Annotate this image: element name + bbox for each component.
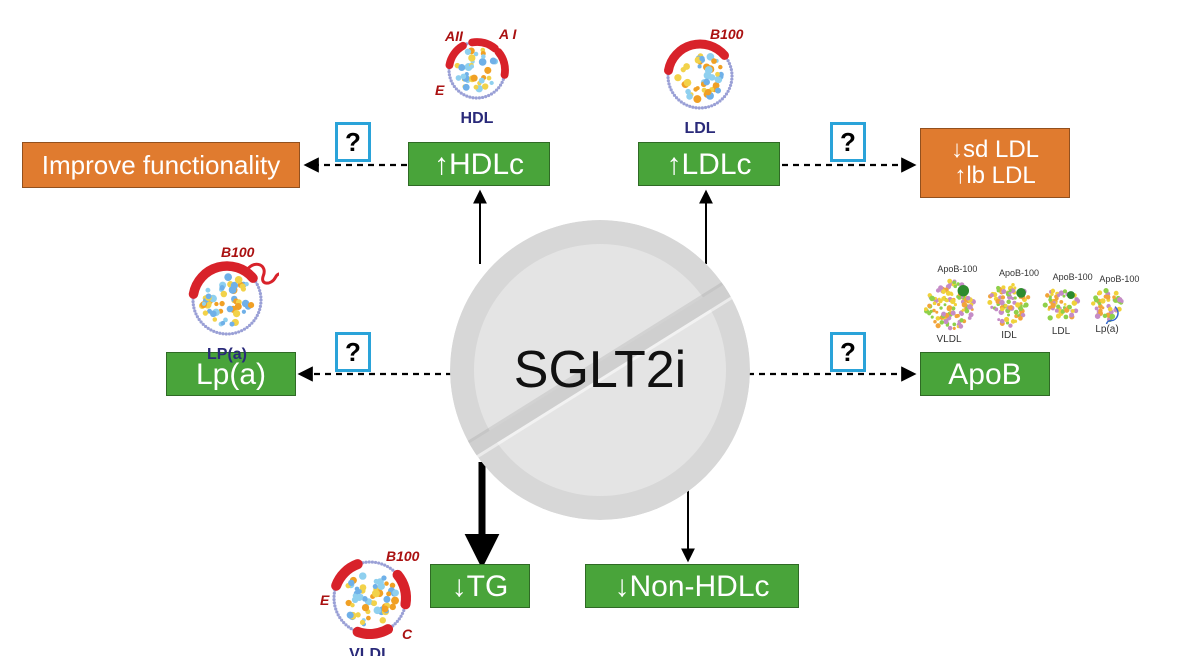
pill-label: SGLT2i xyxy=(514,340,686,400)
box-label: ApoB xyxy=(948,358,1021,391)
box-label: ↑LDLc xyxy=(666,148,751,181)
diagram-canvas: SGLT2i Improve functionality ↑HDLc ↑LDLc… xyxy=(0,0,1191,656)
qmark-label: ? xyxy=(840,337,856,368)
hdl-icon: HDLAIIA IE xyxy=(431,24,523,116)
box-sdldl-lbldl: ↓sd LDL ↑lb LDL xyxy=(920,128,1070,198)
box-nonhdlc: ↓Non-HDLc xyxy=(585,564,799,608)
apo-label: B100 xyxy=(386,548,419,564)
box-hdlc: ↑HDLc xyxy=(408,142,550,186)
question-mark-1: ? xyxy=(335,122,371,162)
apo-label: E xyxy=(435,82,444,98)
lpa-icon: LP(a)B100 xyxy=(175,248,279,352)
apob-particle: ApoB-100IDL xyxy=(984,280,1034,335)
apob-particle: ApoB-100Lp(a) xyxy=(1088,286,1126,329)
question-mark-2: ? xyxy=(830,122,866,162)
apob-particle-label: LDL xyxy=(1052,326,1070,337)
apob-particle: ApoB-100VLDL xyxy=(920,276,978,339)
apob-particles-icon: ApoB-100VLDLApoB-100IDLApoB-100LDLApoB-1… xyxy=(920,272,1132,342)
apob-top-label: ApoB-100 xyxy=(1099,274,1139,284)
lipo-name-label: LP(a) xyxy=(207,346,247,364)
lipo-name-label: VLDL xyxy=(349,646,391,656)
qmark-label: ? xyxy=(345,127,361,158)
box-improve-functionality: Improve functionality xyxy=(22,142,300,188)
apo-label: AII xyxy=(445,28,463,44)
apob-top-label: ApoB-100 xyxy=(999,268,1039,278)
apob-particle-label: VLDL xyxy=(936,334,961,345)
box-apob: ApoB xyxy=(920,352,1050,396)
apob-top-label: ApoB-100 xyxy=(1053,272,1093,282)
apob-particle-label: Lp(a) xyxy=(1095,324,1118,335)
apo-label: E xyxy=(320,592,329,608)
box-tg: ↓TG xyxy=(430,564,530,608)
box-label: ↓Non-HDLc xyxy=(614,570,769,603)
box-label: ↑HDLc xyxy=(434,148,524,181)
box-label: ↓TG xyxy=(452,570,509,603)
box-label-line1: ↓sd LDL xyxy=(951,137,1039,163)
qmark-label: ? xyxy=(840,127,856,158)
ldl-icon: LDLB100 xyxy=(650,26,750,126)
apo-label: A I xyxy=(499,26,516,42)
pill-sglt2i: SGLT2i xyxy=(450,220,750,520)
box-label-line2: ↑lb LDL xyxy=(954,163,1035,189)
vldl-icon: VLDLB100EC xyxy=(316,544,424,652)
apo-label: B100 xyxy=(221,244,254,260)
apo-label: B100 xyxy=(710,26,743,42)
lipo-name-label: LDL xyxy=(684,120,715,138)
qmark-label: ? xyxy=(345,337,361,368)
box-label: Improve functionality xyxy=(42,151,280,180)
lipo-name-label: HDL xyxy=(461,110,494,128)
question-mark-3: ? xyxy=(335,332,371,372)
apob-particle: ApoB-100LDL xyxy=(1040,284,1082,331)
box-ldlc: ↑LDLc xyxy=(638,142,780,186)
apob-top-label: ApoB-100 xyxy=(937,264,977,274)
question-mark-4: ? xyxy=(830,332,866,372)
apob-particle-label: IDL xyxy=(1001,330,1017,341)
apo-label: C xyxy=(402,626,412,642)
